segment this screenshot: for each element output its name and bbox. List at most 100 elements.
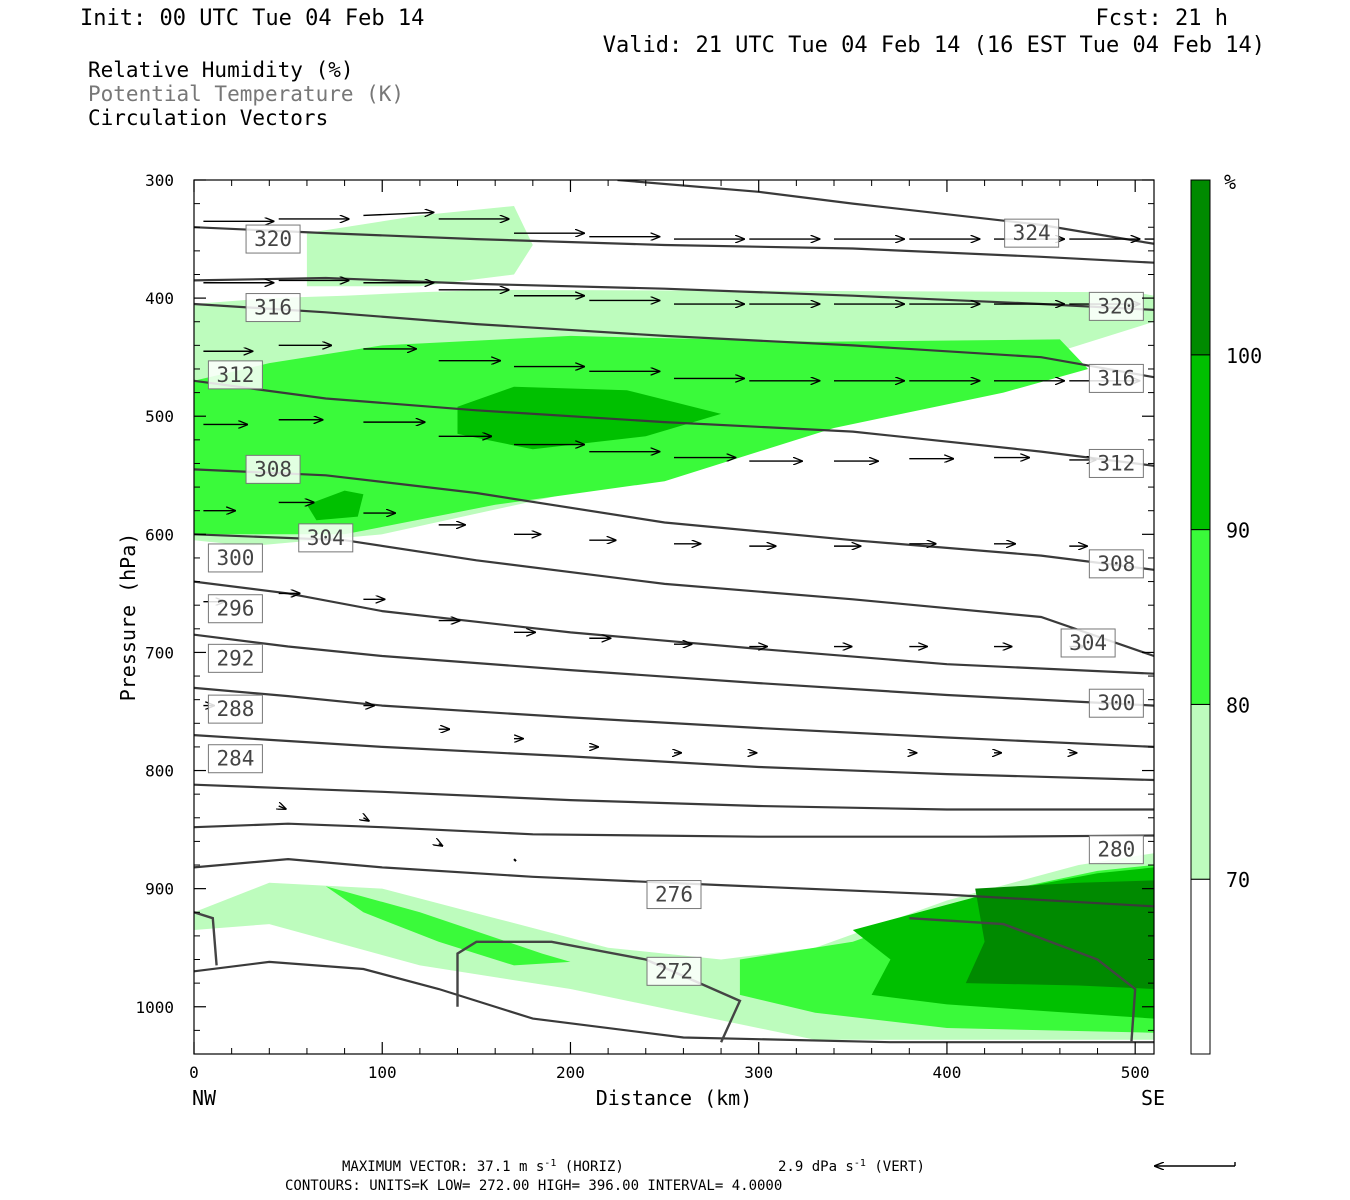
- svg-text:300: 300: [1097, 691, 1135, 715]
- contour-label-296-a6: 296: [207, 594, 263, 624]
- x-axis-label: Distance (km): [596, 1086, 753, 1110]
- y-tick-label-900: 900: [145, 880, 174, 899]
- contour-label-320-b0: 320: [1088, 291, 1144, 321]
- colorbar-label-80: 80: [1226, 693, 1250, 717]
- theta-contour-328: [617, 180, 1154, 245]
- svg-text:308: 308: [1097, 552, 1135, 576]
- contour-label-300-b5: 300: [1088, 688, 1144, 718]
- svg-text:316: 316: [254, 296, 292, 320]
- contour-label-320-a12: 320: [245, 224, 301, 254]
- theta-contour-276: [194, 857, 1154, 908]
- contour-label-316-a11: 316: [245, 293, 301, 323]
- contour-label-280-a2: 280: [1088, 835, 1144, 865]
- y-tick-label-700: 700: [145, 643, 174, 662]
- theta-contour-280: [194, 822, 1154, 838]
- rh-region-70-1: [306, 206, 533, 287]
- valid-time: Valid: 21 UTC Tue 04 Feb 14 (16 EST Tue …: [603, 33, 1265, 58]
- theta-contour-296: [194, 633, 1154, 707]
- svg-text:320: 320: [254, 227, 292, 251]
- svg-text:280: 280: [1097, 838, 1135, 862]
- y-tick-label-400: 400: [145, 289, 174, 308]
- svg-text:288: 288: [216, 697, 254, 721]
- footer-max-vector-vert: 2.9 dPa s-1 (VERT): [778, 1158, 925, 1175]
- svg-text:300: 300: [216, 546, 254, 570]
- theta-contour-308: [194, 468, 1154, 571]
- contour-label-324-a13: 324: [1004, 218, 1060, 248]
- x-end-label-right: SE: [1141, 1086, 1165, 1110]
- isoline-1: [456, 940, 742, 1043]
- svg-text:292: 292: [216, 646, 254, 670]
- colorbar-segment-100: [1190, 179, 1211, 356]
- x-tick-label-100: 100: [368, 1063, 397, 1082]
- y-tick-label-500: 500: [145, 407, 174, 426]
- axes-layer: 0 100 200 300 400 500 300 400 500 600 700 800 900 100…: [135, 171, 1154, 1082]
- contour-label-312-a10: 312: [207, 360, 263, 390]
- colorbar-segment-below-70: [1190, 878, 1211, 1055]
- colorbar-label-90: 90: [1226, 519, 1250, 543]
- x-tick-label-400: 400: [932, 1063, 961, 1082]
- svg-text:296: 296: [216, 597, 254, 621]
- isoline-layer: [194, 911, 1137, 1043]
- rh-fill-layer: [194, 206, 1154, 1040]
- theta-contour-324: [194, 226, 1154, 264]
- svg-text:304: 304: [1069, 631, 1107, 655]
- contour-label-308-a9: 308: [245, 454, 301, 484]
- svg-text:324: 324: [1013, 221, 1051, 245]
- theta-contour-316: [194, 302, 1154, 379]
- svg-text:316: 316: [1097, 366, 1135, 390]
- vector-86: [513, 858, 517, 862]
- x-end-label-left: NW: [192, 1086, 217, 1110]
- contour-label-304-a8: 304: [298, 523, 354, 553]
- theta-contour-292: [194, 686, 1154, 748]
- y-tick-label-800: 800: [145, 762, 174, 781]
- rh-region-100-9: [965, 880, 1154, 989]
- contour-label-272-a0: 272: [646, 956, 702, 986]
- forecast-hour: Fcst: 21 h: [1096, 6, 1228, 31]
- svg-text:284: 284: [216, 747, 254, 771]
- legend-vectors: Circulation Vectors: [88, 106, 328, 130]
- svg-text:312: 312: [216, 363, 254, 387]
- svg-text:276: 276: [655, 883, 693, 907]
- contour-label-300-a7: 300: [207, 543, 263, 573]
- y-axis-label: Pressure (hPa): [116, 533, 140, 702]
- colorbar-label-70: 70: [1226, 868, 1250, 892]
- vector-84: [363, 818, 368, 821]
- contour-label-292-a5: 292: [207, 643, 263, 673]
- vector-2: [363, 212, 433, 215]
- contour-label-layer: 272 276 280 284 288 292 296 300 304 308 312 316 320 3…: [207, 218, 1144, 986]
- plot-frame: [193, 179, 1155, 1055]
- theta-contour-272: [194, 960, 1154, 1044]
- footer-max-vector: MAXIMUM VECTOR: 37.1 m s-1 (HORIZ): [342, 1158, 624, 1175]
- colorbar-unit: %: [1224, 170, 1236, 194]
- legend-rh: Relative Humidity (%): [88, 58, 354, 82]
- plot-area: 272 276 280 284 288 292 296 300 304 308 312 316 320 3…: [194, 180, 1154, 1054]
- y-tick-label-600: 600: [145, 525, 174, 544]
- init-time: Init: 00 UTC Tue 04 Feb 14: [80, 6, 424, 31]
- legend-theta: Potential Temperature (K): [88, 82, 404, 106]
- vector-layer: [203, 212, 1154, 862]
- svg-text:304: 304: [307, 526, 345, 550]
- x-tick-label-0: 0: [189, 1063, 199, 1082]
- theta-contour-288: [194, 734, 1154, 782]
- rh-region-80-6: [325, 886, 571, 966]
- theta-contour-284: [194, 783, 1154, 811]
- isoline-0: [194, 911, 218, 966]
- vector-83: [279, 806, 286, 809]
- y-tick-label-1000: 1000: [135, 998, 174, 1017]
- colorbar-segment-80: [1190, 529, 1211, 705]
- svg-text:308: 308: [254, 457, 292, 481]
- contour-label-304-b4: 304: [1060, 628, 1116, 658]
- svg-text:320: 320: [1097, 294, 1135, 318]
- contour-label-312-b2: 312: [1088, 448, 1144, 478]
- x-tick-label-200: 200: [556, 1063, 585, 1082]
- contour-label-284-a3: 284: [207, 744, 263, 774]
- theta-contour-312: [194, 379, 1154, 467]
- y-tick-label-300: 300: [145, 171, 174, 190]
- colorbar: 70 80 90 100: [1190, 179, 1262, 1055]
- rh-region-90-4: [306, 490, 364, 521]
- svg-text:272: 272: [655, 959, 693, 983]
- colorbar-label-100: 100: [1226, 344, 1262, 368]
- contour-label-276-a1: 276: [646, 880, 702, 910]
- isoline-2: [909, 917, 1137, 1043]
